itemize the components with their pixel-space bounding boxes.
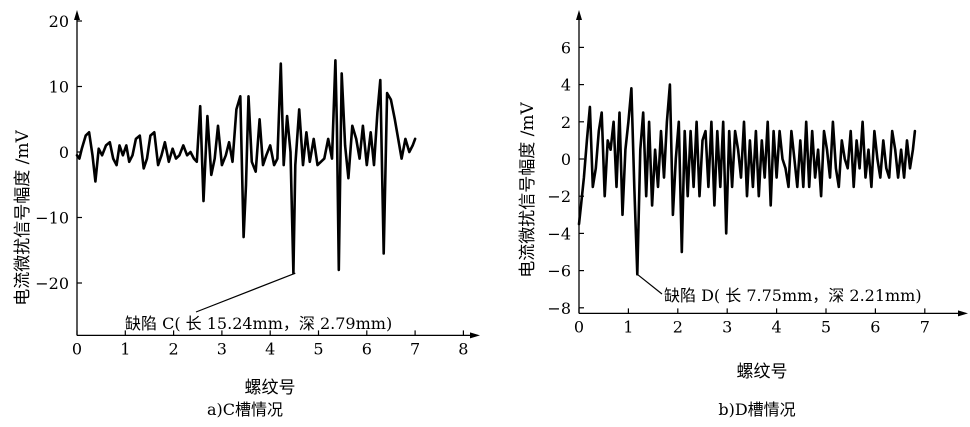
panel-caption-b: b)D槽情况: [718, 400, 795, 419]
x-tick-label: 4: [265, 339, 275, 358]
x-tick-labels-b: 0 1 2 3 4 5 6 7: [574, 317, 930, 336]
x-tick-label: 3: [722, 317, 732, 336]
x-tick-label: 8: [458, 339, 468, 358]
y-tick-label: 0: [561, 150, 571, 169]
annotation-leader-line-b: [636, 273, 663, 295]
annotation-defect-c: 缺陷 C( 长 15.24mm，深 2.79mm): [125, 314, 392, 333]
x-tick-label: 5: [821, 317, 831, 336]
y-tick-labels-b: 6 4 2 0 −2 −4 −6 −8: [547, 38, 571, 317]
x-axis-arrow: [958, 310, 968, 317]
y-tick-label: −8: [547, 299, 571, 318]
x-axis-label-b: 螺纹号: [737, 362, 788, 382]
y-tick-label: −20: [35, 274, 69, 293]
y-tick-label: 4: [561, 76, 571, 95]
y-axis-arrow: [576, 10, 582, 20]
x-axis-label-a: 螺纹号: [245, 378, 296, 398]
y-tick-label: 6: [561, 38, 571, 57]
x-tick-label: 6: [362, 339, 372, 358]
y-tick-label: −2: [547, 187, 571, 206]
y-axis-label-b: 电流微扰信号幅度 /mV: [518, 102, 538, 278]
x-tick-label: 6: [870, 317, 880, 336]
x-tick-label: 5: [313, 339, 323, 358]
y-tick-label: 0: [59, 143, 69, 162]
x-tick-label: 0: [574, 317, 584, 336]
axes-a: [74, 10, 480, 339]
y-tick-labels-a: 20 10 0 −10 −20: [35, 12, 69, 293]
x-tick-label: 2: [673, 317, 683, 336]
x-tick-label: 7: [410, 339, 420, 358]
y-axis-label-a: 电流微扰信号幅度 /mV: [13, 130, 33, 306]
y-tick-label: −6: [547, 262, 571, 281]
x-tick-label: 4: [772, 317, 782, 336]
x-tick-label: 1: [623, 317, 633, 336]
x-tick-label: 0: [72, 339, 82, 358]
y-tick-label: 20: [49, 12, 69, 31]
y-tick-label: −4: [547, 224, 571, 243]
x-tick-labels-a: 0 1 2 3 4 5 6 7 8: [72, 339, 469, 358]
panel-caption-a: a)C槽情况: [207, 400, 283, 419]
y-tick-label: 10: [49, 78, 69, 97]
series-line-b: [577, 83, 917, 276]
annotation-leader-line-a: [195, 272, 296, 313]
y-axis-arrow: [74, 10, 80, 20]
x-tick-label: 3: [217, 339, 227, 358]
annotation-defect-d: 缺陷 D( 长 7.75mm，深 2.21mm): [664, 286, 922, 305]
x-tick-label: 7: [920, 317, 930, 336]
x-tick-label: 2: [169, 339, 179, 358]
chart-panel-a: 20 10 0 −10 −20 0 1 2 3 4 5 6 7 8 缺陷 C( 长 15.24mm，深 …: [13, 10, 480, 419]
y-tick-label: −10: [35, 209, 69, 228]
chart-panel-b: 6 4 2 0 −2 −4 −6 −8 0 1 2 3 4 5 6 7 缺陷 D( 长 7.75mm，深 2…: [518, 10, 968, 419]
x-tick-label: 1: [120, 339, 130, 358]
x-axis-arrow: [470, 332, 480, 339]
y-tick-label: 2: [561, 113, 571, 132]
series-line-a: [75, 59, 417, 275]
